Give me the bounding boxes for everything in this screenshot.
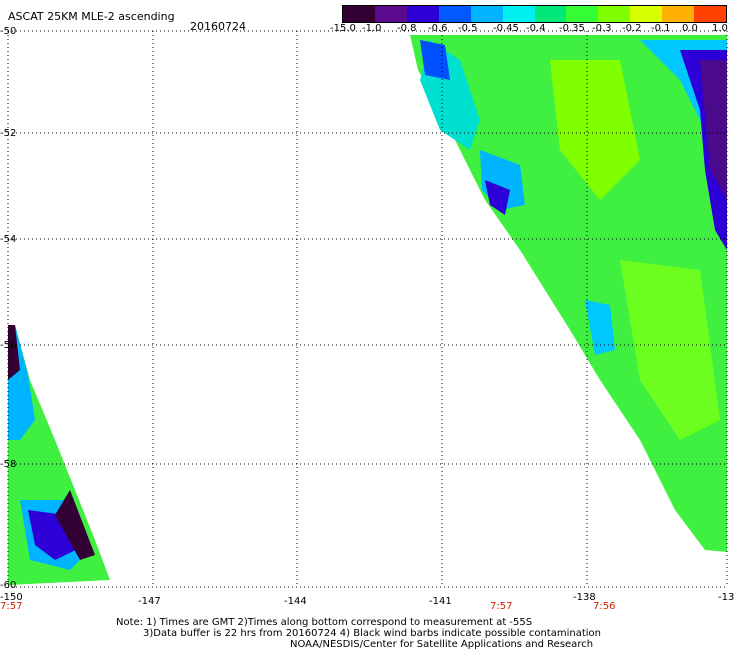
swath-right-blue-patch <box>485 180 510 215</box>
y-tick-label: -56 <box>0 340 17 351</box>
y-tick-label: -58 <box>0 459 17 470</box>
x-tick-label: -147 <box>138 596 161 607</box>
time-label: 7:57 <box>490 601 513 612</box>
colorbar-swatch <box>694 6 727 22</box>
x-tick-label: -13 <box>718 592 735 603</box>
time-label: 7:56 <box>593 601 616 612</box>
swath-right-purple <box>700 60 727 200</box>
colorbar-label: -0.4 <box>526 23 546 34</box>
y-tick-label: -50 <box>0 26 17 37</box>
colorbar-label: -15.0 <box>330 23 356 34</box>
colorbar-swatch <box>343 6 375 22</box>
chart-date: 20160724 <box>190 20 246 33</box>
colorbar-swatch <box>502 6 535 22</box>
colorbar-label: -1.0 <box>362 23 382 34</box>
colorbar-swatch <box>374 6 407 22</box>
grid <box>7 30 728 588</box>
colorbar-swatch <box>662 6 695 22</box>
x-tick-label: -144 <box>284 596 307 607</box>
x-tick-label: -150 <box>0 592 23 603</box>
swath-right-cyan-patch2 <box>585 300 615 355</box>
note-line-3: NOAA/NESDIS/Center for Satellite Applica… <box>290 639 594 650</box>
swath-right-lime <box>550 60 640 200</box>
swath-right-blue-edge <box>420 40 450 80</box>
colorbar-label: 1.0 <box>712 23 728 34</box>
colorbar-label: -0.6 <box>428 23 448 34</box>
swath-left-dark <box>8 325 20 380</box>
colorbar-swatch <box>598 6 631 22</box>
swath-right-lime2 <box>620 260 720 440</box>
y-tick-label: -52 <box>0 128 17 139</box>
colorbar-swatch <box>406 6 439 22</box>
colorbar-label: -0.35 <box>559 23 585 34</box>
data-swath <box>8 35 727 585</box>
colorbar-label: -0.3 <box>592 23 612 34</box>
colorbar-swatch <box>438 6 471 22</box>
colorbar-swatch <box>566 6 599 22</box>
y-tick-label: -54 <box>0 234 17 245</box>
y-tick-label: -60 <box>0 580 17 591</box>
colorbar-swatch <box>470 6 503 22</box>
chart-title: ASCAT 25KM MLE-2 ascending <box>8 10 175 23</box>
x-tick-label: -141 <box>429 596 452 607</box>
x-tick-label: -138 <box>573 592 596 603</box>
colorbar-labels: -15.0 -1.0 -0.8 -0.6 -0.5 -0.45 -0.4 -0.… <box>330 24 740 36</box>
colorbar-label: -0.8 <box>397 23 417 34</box>
colorbar-label: -0.2 <box>622 23 642 34</box>
colorbar-swatch <box>534 6 567 22</box>
note-line-2: 3)Data buffer is 22 hrs from 20160724 4)… <box>143 628 601 639</box>
colorbar-label: -0.45 <box>493 23 519 34</box>
note-line-1: Note: 1) Times are GMT 2)Times along bot… <box>116 617 533 628</box>
colorbar-swatch <box>630 6 663 22</box>
colorbar <box>342 5 727 23</box>
time-label: 7:57 <box>0 601 23 612</box>
colorbar-label: -0.5 <box>458 23 478 34</box>
colorbar-label: 0.0 <box>682 23 698 34</box>
swath-left-dark2 <box>55 490 95 560</box>
map-plot <box>7 30 728 588</box>
colorbar-label: -0.1 <box>651 23 671 34</box>
